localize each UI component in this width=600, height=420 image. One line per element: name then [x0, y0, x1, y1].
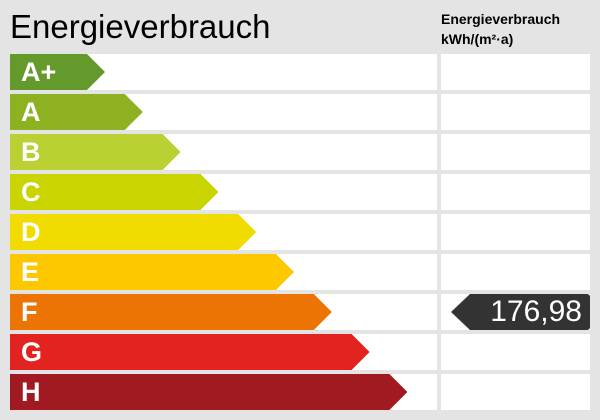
value-cell: [441, 54, 590, 90]
class-arrow: H: [10, 374, 407, 410]
class-label: B: [21, 137, 41, 167]
class-row-g: G: [10, 334, 437, 370]
class-row-c: C: [10, 174, 437, 210]
class-arrow: E: [10, 254, 294, 290]
class-arrow: F: [10, 294, 332, 330]
value-cell: [441, 334, 590, 370]
class-label: A: [21, 97, 41, 127]
column-header: Energieverbrauch kWh/(m²·a): [441, 9, 560, 49]
class-arrow: G: [10, 334, 370, 370]
class-label: H: [21, 377, 41, 407]
class-arrow: A: [10, 94, 143, 130]
class-arrow: B: [10, 134, 181, 170]
class-label: A+: [21, 57, 57, 87]
class-row-a: A: [10, 94, 437, 130]
class-label: C: [21, 177, 41, 207]
class-row-a-plus: A+: [10, 54, 437, 90]
class-label: F: [21, 297, 38, 327]
value-indicator: 176,98: [451, 294, 590, 330]
class-row-h: H: [10, 374, 437, 410]
value-text: 176,98: [490, 295, 582, 328]
class-row-b: B: [10, 134, 437, 170]
value-cell: [441, 94, 590, 130]
class-arrow: A+: [10, 54, 105, 90]
value-cell: [441, 134, 590, 170]
label-title: Energieverbrauch: [10, 8, 271, 45]
column-title: Energieverbrauch: [441, 11, 561, 27]
value-cell: [441, 254, 590, 290]
class-label: D: [21, 217, 41, 247]
class-label: G: [21, 337, 43, 367]
class-row-e: E: [10, 254, 437, 290]
column-unit: kWh/(m²·a): [441, 31, 514, 47]
class-label: E: [21, 257, 40, 287]
value-cell: [441, 374, 590, 410]
value-cell: [441, 174, 590, 210]
class-row-d: D: [10, 214, 437, 250]
value-cell: [441, 214, 590, 250]
class-arrow: C: [10, 174, 218, 210]
class-row-f: F: [10, 294, 437, 330]
class-arrow: D: [10, 214, 256, 250]
